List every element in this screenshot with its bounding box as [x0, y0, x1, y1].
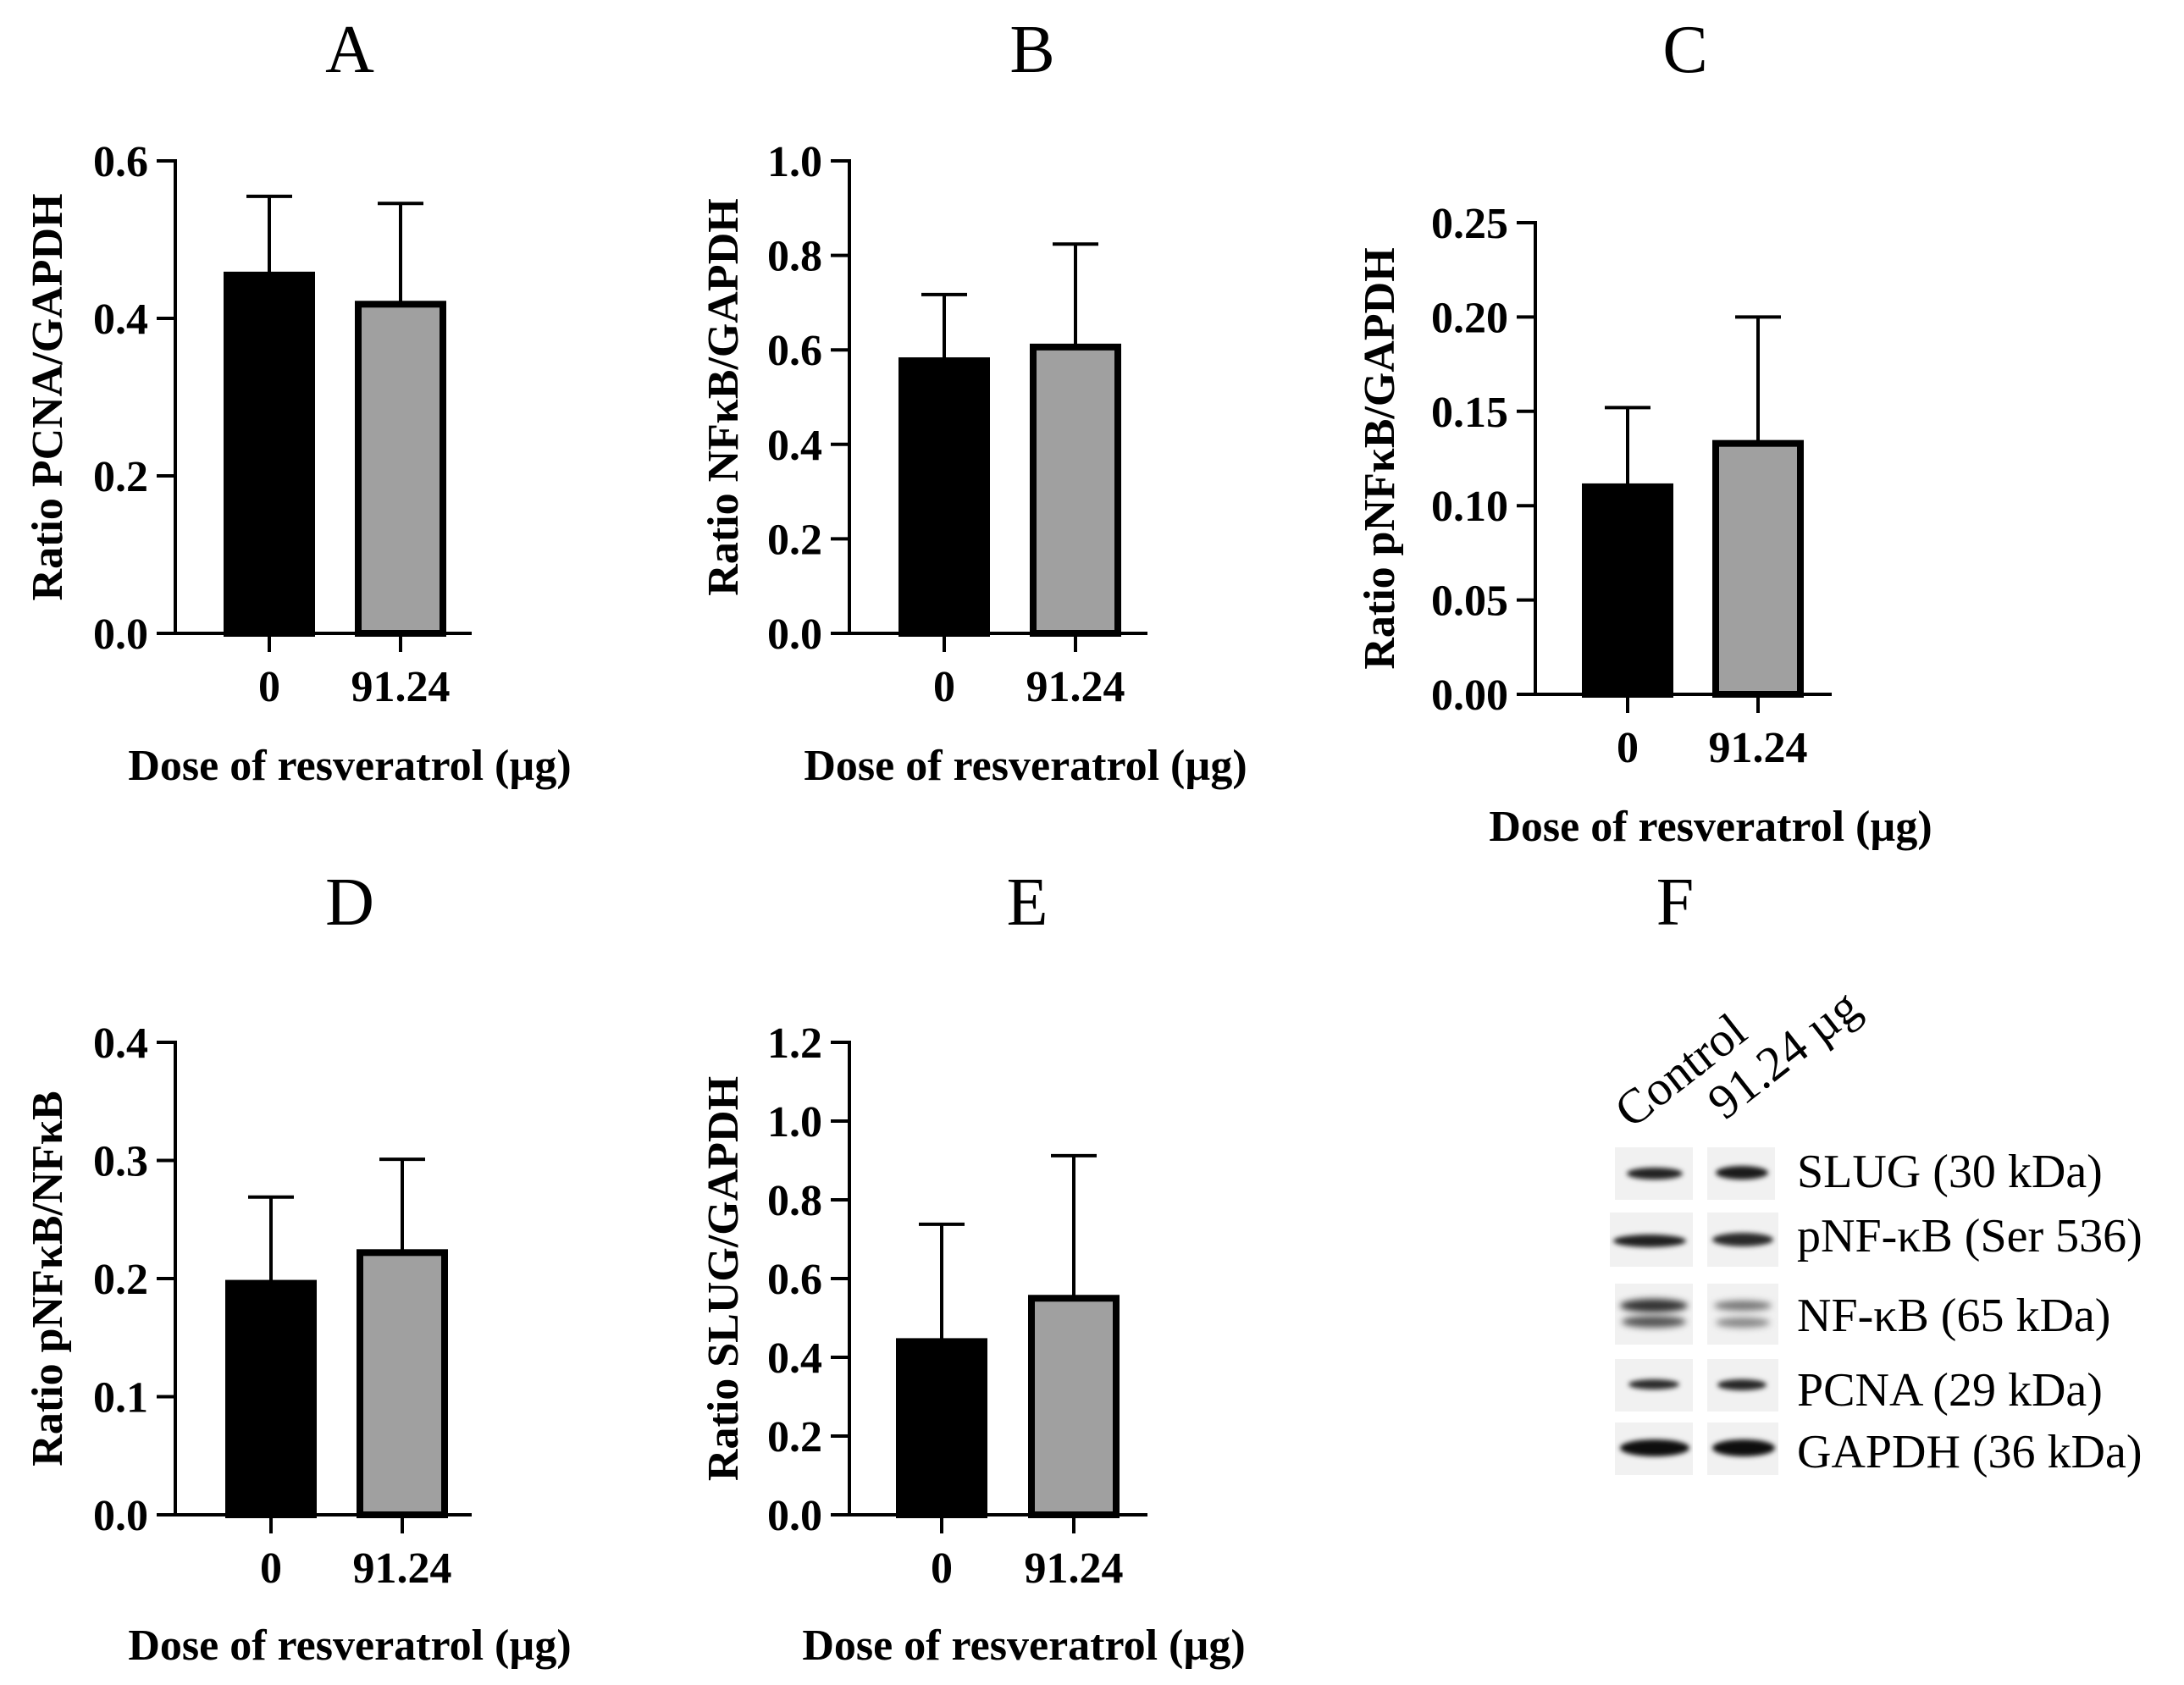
y-tick-label: 0.0	[93, 1492, 148, 1540]
bar	[1582, 483, 1673, 698]
panel-letter: A	[325, 13, 374, 87]
y-tick-label: 1.2	[767, 1019, 822, 1068]
y-tick-label: 0.4	[767, 1334, 822, 1383]
x-tick-label: 91.24	[353, 1544, 452, 1593]
bar	[224, 271, 315, 637]
y-tick-label: 0.1	[93, 1374, 148, 1423]
bar	[896, 1338, 987, 1519]
panel-letter: B	[1009, 13, 1054, 87]
y-tick-label: 0.0	[767, 1492, 822, 1540]
x-tick-label: 0	[931, 1544, 953, 1593]
panel-letter: E	[1007, 865, 1048, 940]
bar	[1030, 343, 1121, 637]
y-tick-label: 0.0	[767, 610, 822, 659]
x-tick-label: 91.24	[351, 663, 451, 711]
y-tick-label: 0.6	[767, 1256, 822, 1304]
panel-letter: F	[1656, 865, 1695, 940]
y-tick-label: 0.00	[1431, 671, 1508, 720]
y-tick-label: 0.15	[1431, 389, 1508, 437]
x-axis-label: Dose of resveratrol (µg)	[802, 1621, 1245, 1670]
y-tick-label: 0.0	[93, 610, 148, 659]
x-tick-label: 0	[260, 1544, 282, 1593]
y-axis-label: Ratio PCNA/GAPDH	[24, 194, 72, 601]
x-tick-label: 91.24	[1025, 1544, 1124, 1593]
y-tick-label: 0.6	[93, 138, 148, 186]
bar	[357, 1249, 448, 1519]
y-tick-label: 1.0	[767, 138, 822, 186]
y-tick-label: 0.25	[1431, 200, 1508, 248]
y-tick-label: 0.8	[767, 1177, 822, 1225]
y-tick-label: 0.3	[93, 1138, 148, 1186]
x-tick-label: 91.24	[1026, 663, 1125, 711]
y-axis-label: Ratio pNFκB/NFκB	[24, 1091, 72, 1466]
y-tick-label: 0.05	[1431, 577, 1508, 626]
y-axis-label: Ratio NFκB/GAPDH	[699, 198, 748, 595]
x-tick-label: 0	[1617, 724, 1639, 772]
bar	[355, 301, 446, 637]
y-tick-label: 0.2	[767, 1413, 822, 1461]
y-axis-label: Ratio pNFκB/GAPDH	[1356, 247, 1404, 669]
y-tick-label: 0.8	[767, 233, 822, 281]
x-axis-label: Dose of resveratrol (µg)	[128, 1621, 571, 1670]
y-tick-label: 0.4	[767, 422, 822, 470]
y-tick-label: 0.4	[93, 1019, 148, 1068]
x-axis-label: Dose of resveratrol (µg)	[804, 742, 1247, 790]
y-tick-label: 0.20	[1431, 294, 1508, 342]
y-tick-label: 0.2	[93, 453, 148, 501]
x-tick-label: 0	[258, 663, 280, 711]
y-tick-label: 0.2	[93, 1256, 148, 1304]
x-tick-label: 91.24	[1709, 724, 1808, 772]
x-axis-label: Dose of resveratrol (µg)	[1489, 803, 1932, 851]
y-tick-label: 0.6	[767, 327, 822, 375]
x-axis-label: Dose of resveratrol (µg)	[128, 742, 571, 790]
bar	[898, 357, 990, 637]
panel-letter: D	[325, 865, 374, 940]
y-tick-label: 1.0	[767, 1098, 822, 1146]
y-tick-label: 0.2	[767, 516, 822, 564]
y-tick-label: 0.4	[93, 296, 148, 344]
bar	[1712, 439, 1804, 699]
y-axis-label: Ratio SLUG/GAPDH	[699, 1076, 748, 1481]
y-tick-label: 0.10	[1431, 483, 1508, 531]
x-tick-label: 0	[933, 663, 955, 711]
panel-letter: C	[1662, 13, 1707, 87]
bar	[225, 1279, 317, 1518]
bar	[1028, 1295, 1120, 1518]
